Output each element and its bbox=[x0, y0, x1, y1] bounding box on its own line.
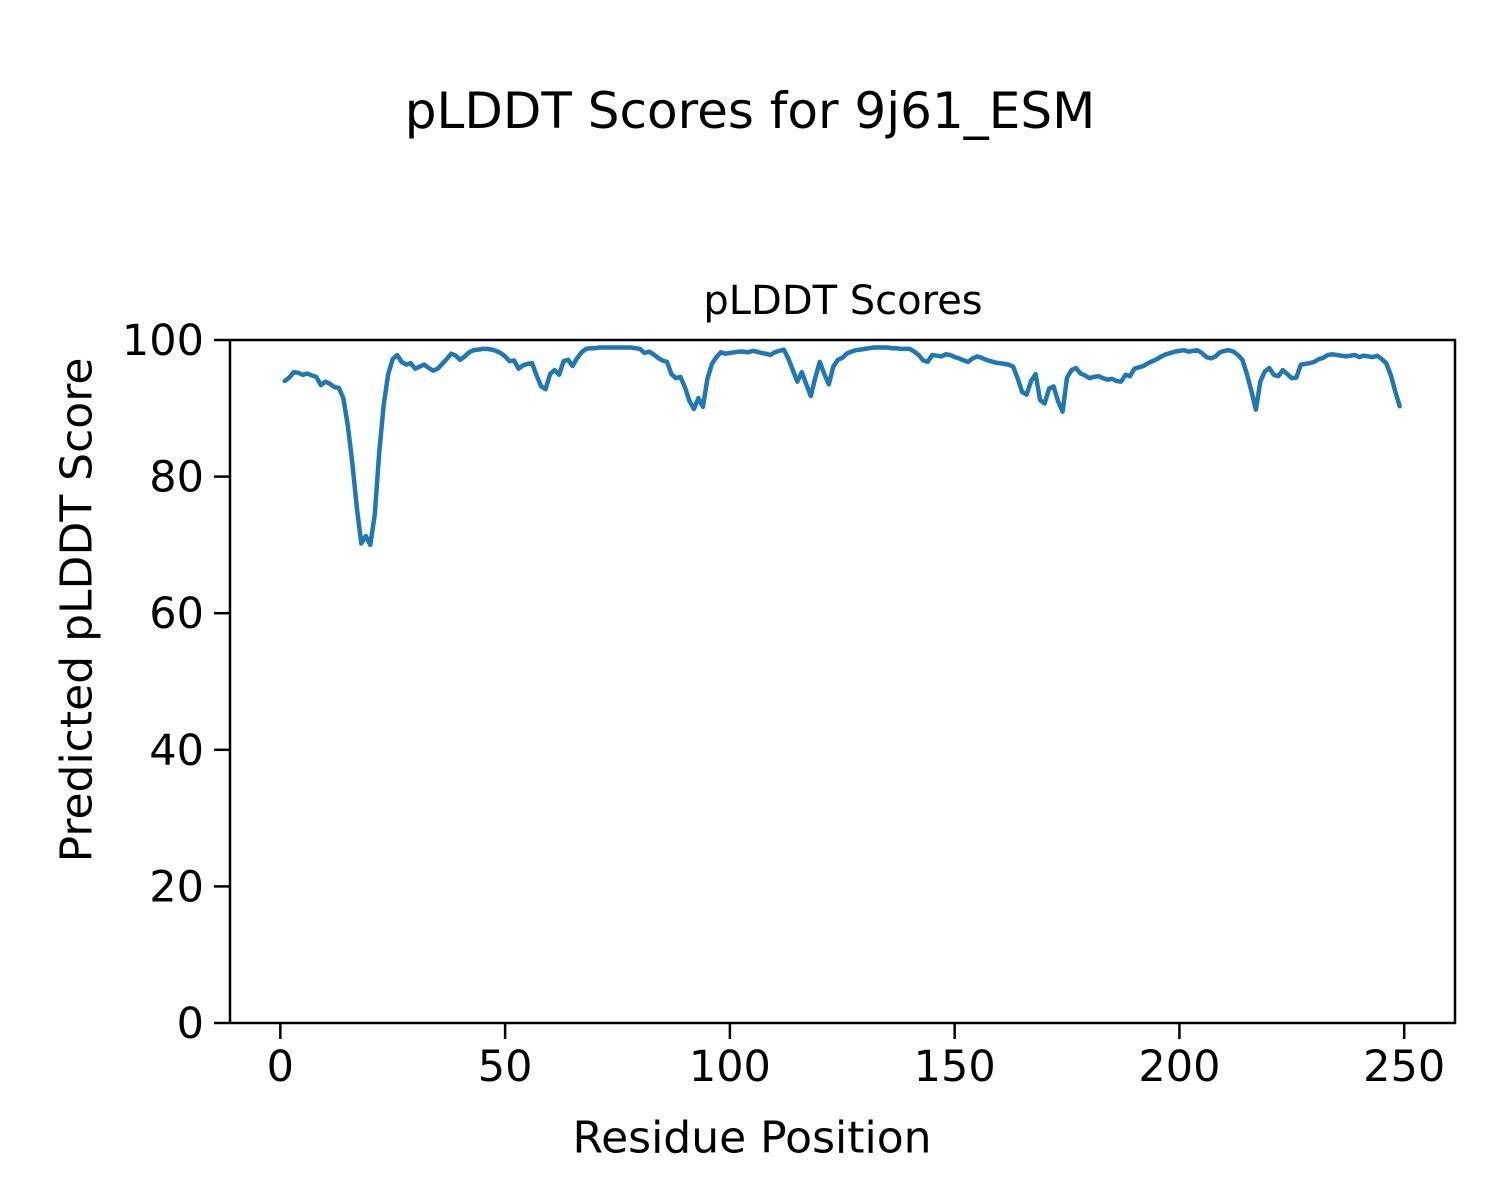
y-tick-label: 20 bbox=[149, 862, 204, 912]
x-tick-label: 100 bbox=[689, 1042, 771, 1092]
x-tick-label: 50 bbox=[478, 1042, 533, 1092]
x-tick-label: 0 bbox=[267, 1042, 294, 1092]
figure-title: pLDDT Scores for 9j61_ESM bbox=[404, 82, 1096, 140]
y-tick-label: 0 bbox=[177, 999, 204, 1049]
axes-frame bbox=[228, 338, 1457, 1025]
y-tick-label: 60 bbox=[149, 589, 204, 639]
plddt-series-line bbox=[282, 345, 1402, 548]
x-tick-label: 150 bbox=[914, 1042, 996, 1092]
x-tick-label: 200 bbox=[1138, 1042, 1220, 1092]
x-axis-label: Residue Position bbox=[572, 1112, 932, 1164]
axes-title: pLDDT Scores bbox=[703, 278, 983, 324]
y-tick-label: 80 bbox=[149, 453, 204, 503]
y-tick-label: 40 bbox=[149, 726, 204, 776]
x-tick-label: 250 bbox=[1363, 1042, 1445, 1092]
y-tick-label: 100 bbox=[122, 316, 204, 366]
